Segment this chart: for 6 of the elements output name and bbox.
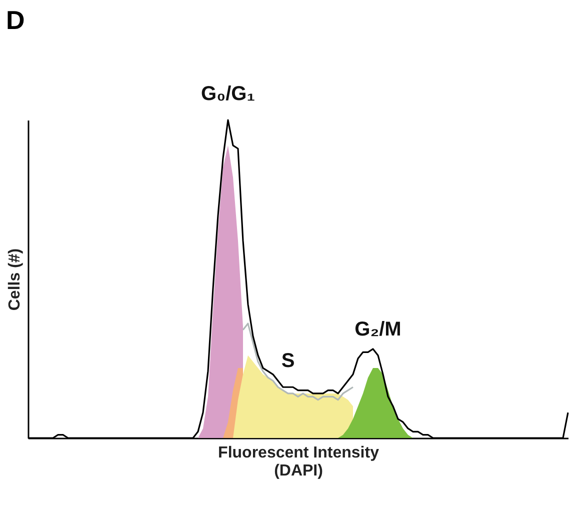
x-axis-title: Fluorescent Intensity (DAPI): [218, 444, 380, 480]
series-label: G₂/M: [354, 318, 402, 340]
y-axis-title: Cells (#): [6, 248, 24, 311]
series-label: S: [281, 350, 295, 372]
chart-title: D: [6, 5, 25, 35]
text: G₀/G₁: [201, 83, 255, 105]
